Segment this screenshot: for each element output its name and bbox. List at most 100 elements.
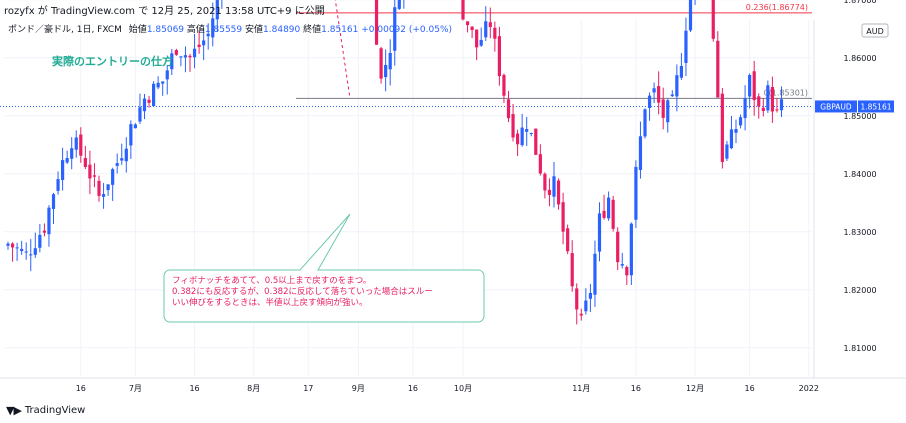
candle-body	[393, 7, 397, 51]
candle-body	[65, 157, 69, 163]
x-tick-label: 17	[303, 384, 313, 393]
currency-badge[interactable]: AUD	[861, 23, 889, 38]
tradingview-logo[interactable]: ▼▶ TradingView	[6, 404, 85, 417]
candle-body	[465, 21, 470, 26]
candle-body	[15, 247, 19, 249]
candle-body	[561, 202, 565, 232]
annotation-box[interactable]	[163, 269, 485, 323]
x-tick-label: 16	[189, 384, 199, 393]
x-tick-label: 8月	[247, 384, 260, 393]
candle-body	[666, 100, 670, 123]
candle-body	[579, 313, 583, 316]
annotation-pointer	[299, 213, 351, 271]
candle-body	[170, 53, 174, 70]
close-value: 1.85161	[321, 25, 359, 35]
candle-body	[388, 52, 392, 70]
candle-body	[124, 148, 128, 162]
symbol-legend: ポンド／豪ドル, 1日, FXCM 始値1.85069 高値1.85559 安値…	[8, 22, 452, 35]
open-label: 始値	[128, 25, 147, 35]
candle-body	[74, 137, 78, 150]
time-axis[interactable]: 16 7月 16 8月 17 9月 16 10月 11月 16 12月 16 2022	[76, 384, 819, 393]
candle-body	[761, 107, 765, 111]
candle-body	[661, 99, 665, 118]
candle-body	[202, 40, 206, 46]
candle-body	[97, 180, 101, 196]
candle-body	[738, 117, 743, 126]
fib-level-label: 0(1.85301)	[764, 88, 808, 97]
candle-body	[588, 292, 592, 299]
candle-body	[484, 21, 488, 38]
candle-body	[729, 129, 734, 149]
candle-body	[174, 50, 178, 55]
candle-body	[20, 248, 24, 252]
candle-body	[575, 288, 579, 310]
candle-body	[547, 189, 552, 195]
candle-body	[129, 124, 133, 146]
candle-body	[629, 223, 633, 276]
candle-body	[602, 210, 606, 218]
candle-body	[620, 264, 624, 266]
candle-body	[634, 166, 638, 220]
candle-body	[497, 36, 501, 77]
candle-body	[647, 95, 652, 108]
candle-body	[493, 27, 497, 39]
candle-body	[215, 0, 219, 20]
tradingview-icon: ▼▶	[6, 404, 22, 417]
close-label: 終値	[303, 25, 322, 35]
candle-body	[584, 300, 588, 312]
candle-body	[165, 70, 169, 80]
x-tick-label: 11月	[572, 384, 590, 393]
candle-body	[192, 48, 197, 58]
candle-body	[556, 180, 561, 205]
tradingview-logo-text: TradingView	[24, 405, 86, 416]
candle-body	[152, 83, 156, 107]
candle-body	[61, 160, 65, 180]
candle-body	[502, 74, 506, 96]
candle-body	[120, 158, 124, 161]
candle-body	[70, 148, 74, 159]
high-value: 1.85559	[204, 25, 243, 35]
last-price-tag	[858, 100, 894, 113]
y-tick-label: 1.86000	[843, 54, 876, 63]
candle-body	[638, 136, 643, 170]
last-price-label: 1.85161	[860, 102, 891, 111]
price-axis[interactable]: 1.920001.910001.900001.890001.880001.870…	[815, 0, 894, 353]
candle-body	[488, 22, 492, 28]
candle-body	[570, 253, 574, 287]
candle-body	[688, 0, 693, 31]
candle-body	[470, 26, 474, 31]
annotation-callout[interactable]: フィボナッチをあてて、0.5以上まで戻すのをまつ。0.382にも反応するが、0.…	[163, 213, 485, 323]
symbol-tag	[815, 100, 857, 113]
candle-body	[593, 253, 597, 295]
candle-body	[616, 231, 620, 263]
candle-body	[101, 194, 106, 197]
symbol-name[interactable]: ポンド／豪ドル, 1日, FXCM	[8, 25, 122, 35]
candle-body	[716, 40, 720, 98]
candle-body	[652, 88, 656, 93]
candle-body	[397, 0, 401, 9]
candle-body	[10, 243, 15, 248]
candle-body	[384, 64, 388, 78]
candle-body	[206, 33, 210, 37]
candle-body	[534, 128, 538, 155]
candle-body	[188, 55, 192, 58]
fibonacci-retracement[interactable]: 1.129(1.92347)1(1.91542)0.886(1.90831)0.…	[0, 0, 812, 107]
low-value: 1.84890	[263, 25, 301, 35]
candle-body	[597, 213, 602, 252]
y-tick-label: 1.83000	[843, 228, 876, 237]
candle-body	[611, 199, 615, 229]
candle-body	[6, 243, 10, 246]
candle-body	[734, 129, 738, 133]
candle-body	[161, 81, 165, 84]
candle-body	[24, 251, 28, 253]
candle-body	[684, 30, 688, 63]
candle-body	[625, 266, 629, 276]
candle-body	[511, 114, 515, 138]
candle-body	[757, 96, 761, 107]
x-tick-label: 16	[745, 384, 755, 393]
candle-body	[211, 18, 215, 38]
y-tick-label: 1.85000	[843, 112, 876, 121]
candle-body	[156, 82, 160, 88]
candle-body	[607, 197, 611, 219]
